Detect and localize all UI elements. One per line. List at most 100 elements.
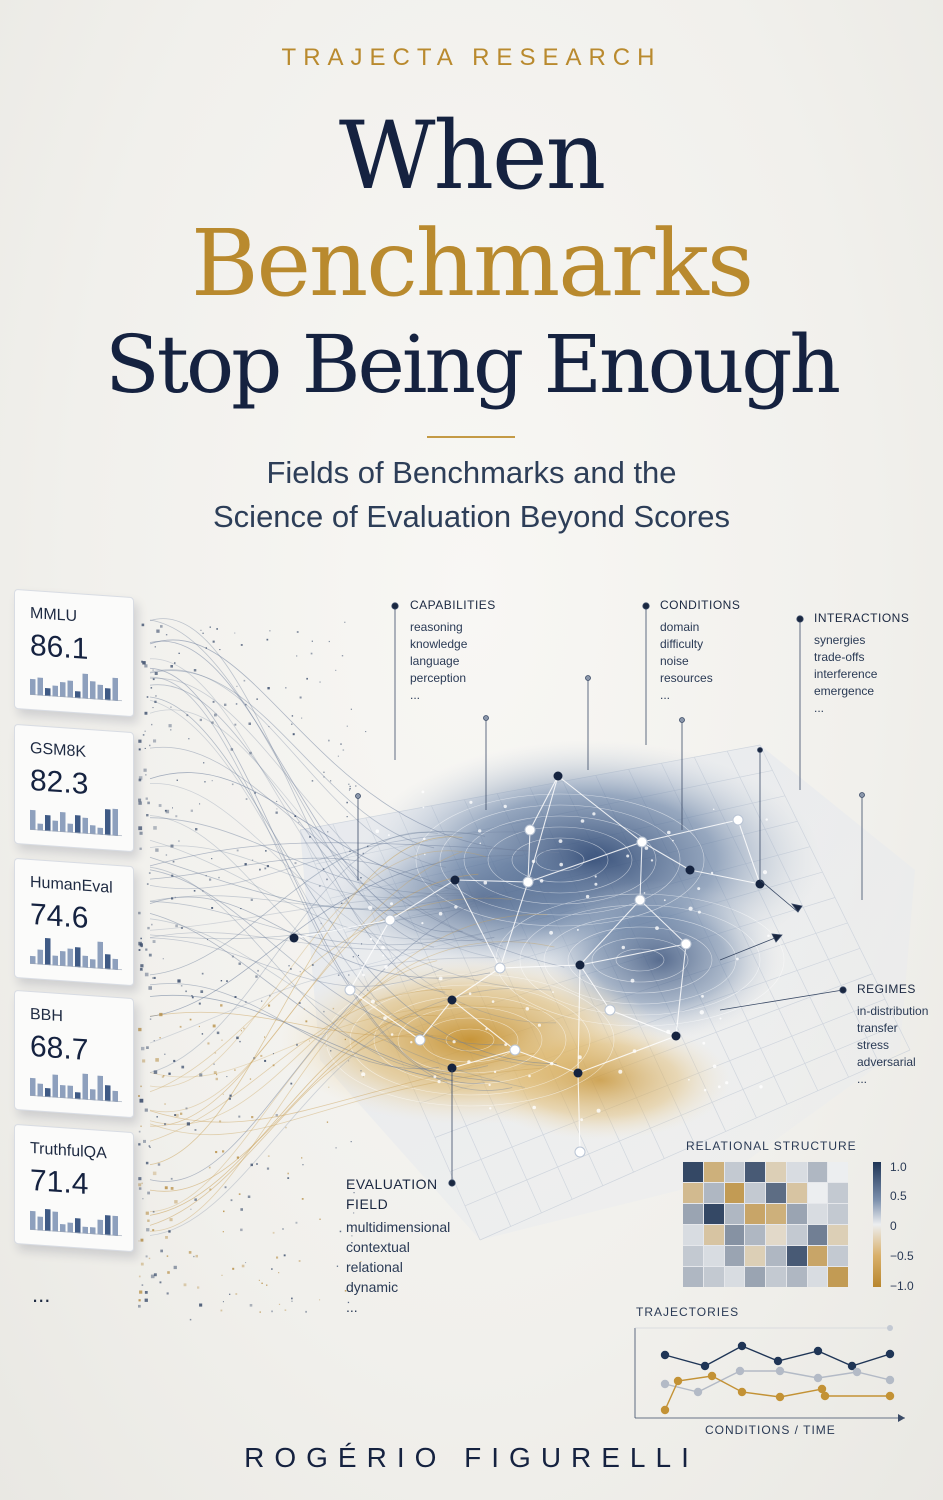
particle	[165, 854, 168, 856]
particle	[352, 956, 355, 958]
particle	[145, 1161, 149, 1165]
flow-line	[149, 684, 495, 941]
particle	[254, 792, 256, 794]
particle	[171, 897, 174, 900]
interactions-list: synergies trade-offs interference emerge…	[814, 632, 877, 717]
particle	[159, 1037, 161, 1039]
mini-bar	[30, 1210, 36, 1231]
particle	[146, 814, 149, 817]
flow-line	[149, 817, 461, 895]
network-dot	[630, 978, 635, 983]
particle-stream	[138, 621, 369, 1321]
publisher-name: TRAJECTA RESEARCH	[281, 44, 662, 71]
particle	[285, 687, 287, 689]
heatmap-cell	[807, 1225, 828, 1245]
network-dot	[369, 937, 373, 941]
particle	[261, 1282, 263, 1284]
mini-bar	[90, 1227, 96, 1235]
network-dot	[467, 1060, 471, 1064]
network-dot	[736, 957, 739, 961]
benchmark-name: GSM8K	[30, 739, 87, 761]
colorbar-label: −0.5	[890, 1249, 914, 1263]
flow-line	[149, 772, 479, 894]
network-dot	[387, 834, 390, 837]
network-edges	[293, 775, 761, 1153]
particle	[209, 1188, 212, 1191]
particle	[350, 708, 352, 710]
trajectory-point	[773, 1356, 783, 1366]
particle	[190, 809, 193, 812]
mini-bar	[67, 1222, 73, 1233]
benchmark-card-bbh: BBH 68.7	[14, 989, 134, 1119]
relational-heatmap	[683, 1162, 848, 1287]
particle	[152, 678, 155, 681]
particle	[145, 774, 147, 776]
network-dot	[762, 870, 768, 875]
network-edge	[514, 1049, 579, 1074]
network-dot	[488, 1083, 491, 1087]
particle	[235, 703, 238, 705]
particle	[296, 655, 298, 657]
particle	[149, 744, 151, 747]
particle	[175, 924, 178, 928]
colorbar-label: 0	[890, 1219, 897, 1233]
particle	[267, 1155, 270, 1157]
list-item: adversarial	[857, 1055, 916, 1069]
contour-ring	[373, 995, 567, 1085]
flow-line	[149, 815, 547, 1067]
particle	[139, 943, 143, 947]
particle	[353, 1212, 355, 1214]
particle	[144, 747, 146, 749]
network-dot	[697, 887, 701, 891]
particle	[180, 985, 183, 987]
network-dot	[767, 934, 770, 938]
particle	[155, 1058, 159, 1062]
particle	[276, 808, 278, 810]
particle	[166, 1255, 169, 1257]
flow-line	[149, 1005, 547, 1078]
particle	[256, 698, 258, 700]
particle	[174, 1200, 178, 1204]
particle	[138, 949, 141, 951]
particle	[235, 1293, 238, 1295]
network-dot	[644, 846, 649, 850]
mini-bar	[97, 684, 103, 701]
heatmap-cell	[703, 1162, 724, 1182]
particle	[229, 1293, 231, 1295]
particle	[228, 1097, 231, 1100]
particle	[144, 730, 146, 732]
flow-line	[149, 855, 524, 1017]
particle	[164, 809, 167, 812]
particle	[285, 1126, 287, 1129]
particle	[214, 1052, 217, 1054]
mini-bar	[60, 812, 66, 833]
particle	[251, 859, 254, 861]
flow-line	[149, 913, 500, 1082]
particle	[306, 677, 308, 680]
network-node	[575, 960, 585, 970]
particle	[164, 1186, 168, 1190]
particle	[245, 798, 248, 800]
mini-bar	[90, 959, 96, 969]
network-node	[522, 876, 534, 888]
particle	[146, 696, 149, 698]
particle	[211, 721, 214, 724]
flow-line	[149, 894, 477, 931]
particle	[171, 874, 174, 877]
particle	[164, 1103, 166, 1105]
particle	[145, 948, 148, 951]
flow-line	[149, 866, 489, 1072]
particle	[152, 940, 156, 943]
particle	[156, 629, 160, 633]
network-dot	[596, 1108, 601, 1113]
particle	[219, 649, 221, 651]
heatmap-cell	[828, 1204, 848, 1224]
list-item: relational	[346, 1259, 403, 1275]
network-dot	[765, 818, 768, 821]
network-node	[414, 1034, 426, 1046]
network-edge	[557, 775, 643, 843]
mini-bar	[75, 691, 81, 699]
particle	[154, 646, 156, 648]
network-node	[604, 1004, 616, 1016]
particle	[191, 995, 193, 997]
